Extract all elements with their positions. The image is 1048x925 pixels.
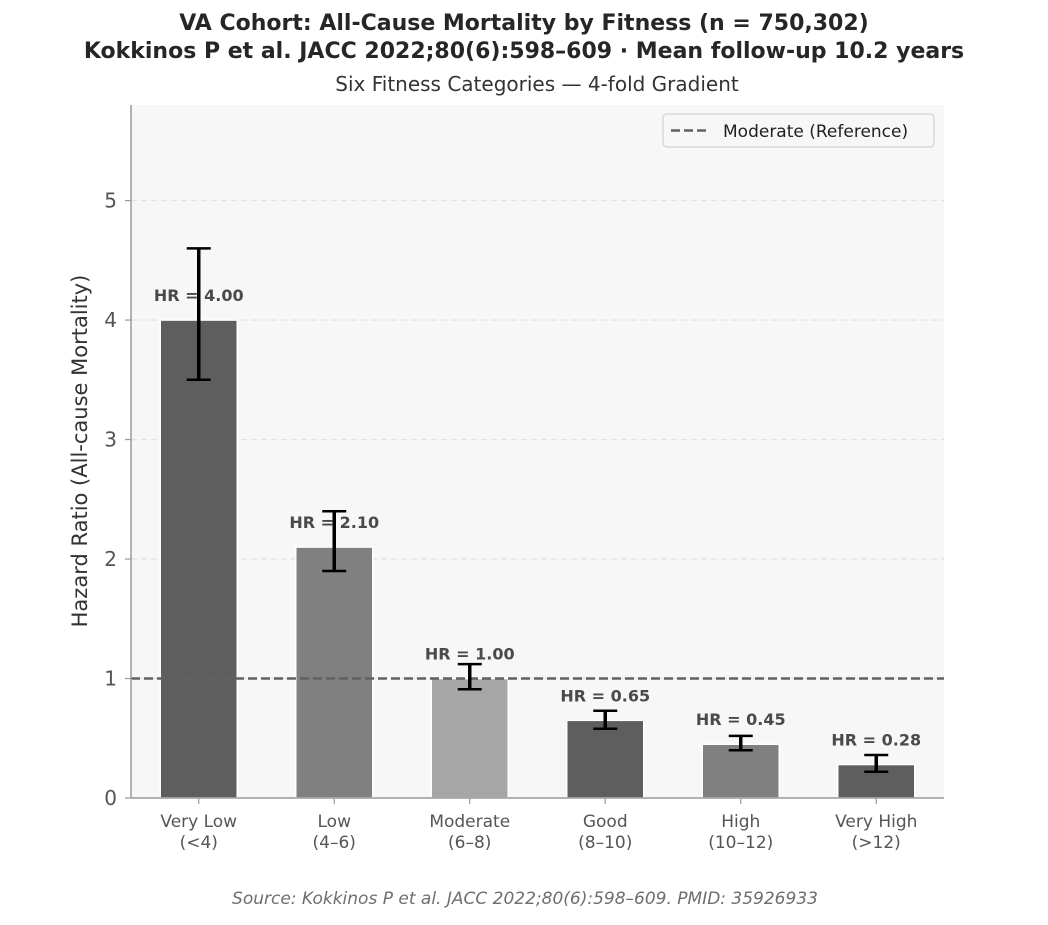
error-bar bbox=[186, 247, 211, 382]
legend-label: Moderate (Reference) bbox=[723, 122, 908, 142]
x-tick-label: Moderate (6–8) bbox=[429, 812, 510, 853]
chart-subtitle: Six Fitness Categories — 4-fold Gradient bbox=[335, 72, 739, 96]
data-label: HR = 0.45 bbox=[696, 710, 786, 729]
y-tick-label: 5 bbox=[104, 189, 117, 213]
chart-title-line2: Kokkinos P et al. JACC 2022;80(6):598–60… bbox=[83, 39, 965, 64]
y-tick-label: 2 bbox=[104, 547, 117, 571]
y-tick-label: 0 bbox=[104, 786, 117, 810]
data-label: HR = 1.00 bbox=[425, 645, 515, 664]
bar bbox=[566, 719, 645, 799]
bar bbox=[159, 319, 238, 799]
y-tick-label: 4 bbox=[104, 308, 117, 332]
legend-box bbox=[662, 113, 935, 148]
x-tick-label: Very Low (<4) bbox=[160, 812, 237, 853]
bar bbox=[430, 677, 509, 799]
x-tick-label: Low (4–6) bbox=[313, 812, 356, 853]
x-tick-label: Good (8–10) bbox=[578, 812, 632, 853]
source-note: Source: Kokkinos P et al. JACC 2022;80(6… bbox=[232, 889, 818, 909]
data-label: HR = 0.65 bbox=[560, 686, 650, 705]
legend: Moderate (Reference) bbox=[662, 113, 935, 148]
data-label: HR = 0.28 bbox=[831, 731, 921, 750]
error-bar bbox=[593, 709, 618, 730]
plot-background bbox=[131, 105, 944, 798]
bar bbox=[701, 743, 780, 799]
y-tick-label: 1 bbox=[104, 667, 117, 691]
y-tick-label: 3 bbox=[104, 428, 117, 452]
x-tick-label: High (10–12) bbox=[708, 812, 773, 853]
chart-title: VA Cohort: All-Cause Mortality by Fitnes… bbox=[179, 11, 869, 36]
bar bbox=[295, 546, 374, 799]
error-bar bbox=[457, 662, 482, 691]
error-bar bbox=[864, 753, 889, 773]
error-bar bbox=[322, 509, 347, 573]
data-label: HR = 2.10 bbox=[289, 513, 379, 532]
x-tick-label: Very High (>12) bbox=[835, 812, 917, 853]
data-label: HR = 4.00 bbox=[154, 286, 244, 305]
error-bar bbox=[728, 734, 753, 752]
